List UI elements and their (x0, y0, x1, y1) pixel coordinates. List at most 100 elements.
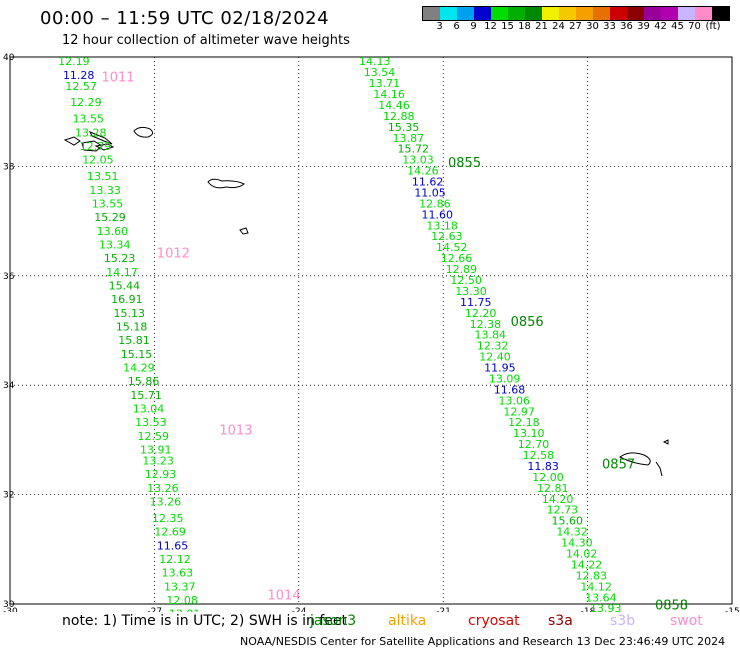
wave-height-label: 15.60 (552, 515, 584, 528)
wave-height-label: 13.51 (87, 170, 119, 183)
wave-height-label: 12.12 (159, 553, 191, 566)
wave-height-label: 12.63 (431, 230, 463, 243)
color-swatch (695, 7, 712, 20)
wave-height-label: 14.17 (106, 266, 137, 279)
island-outline (88, 131, 113, 145)
wave-height-label: 13.06 (499, 394, 531, 407)
wave-height-label: 15.18 (116, 321, 148, 334)
wave-height-label: 11.60 (422, 208, 454, 221)
wave-height-label: 12.35 (152, 512, 184, 525)
wave-height-label: 14.29 (123, 362, 155, 375)
wave-height-label: 12.83 (576, 569, 608, 582)
wave-height-label: 14.13 (359, 55, 391, 68)
color-scale-label: 27 (569, 21, 582, 32)
wave-height-label: 13.55 (73, 113, 105, 126)
wave-height-label: 15.35 (388, 121, 420, 134)
color-swatch (508, 7, 525, 20)
color-scale-label: 21 (535, 21, 548, 32)
wave-height-label: 13.04 (133, 403, 165, 416)
lon-tick-label: -18 (581, 607, 596, 612)
island-outline (662, 439, 669, 445)
wave-height-label: 15.72 (397, 143, 429, 156)
color-swatch (457, 7, 474, 20)
wave-height-label: 11.65 (157, 539, 189, 552)
lat-tick-label: 36 (3, 272, 15, 282)
color-swatch (627, 7, 644, 20)
color-swatch (661, 7, 678, 20)
wave-height-label: 14.46 (378, 99, 410, 112)
wave-height-label: 14.30 (561, 537, 593, 550)
wave-height-label: 13.03 (402, 154, 434, 167)
wave-height-label: 11.05 (414, 186, 446, 199)
wave-height-label: 12.58 (523, 449, 555, 462)
lon-tick-label: -27 (147, 607, 162, 612)
color-swatch (491, 7, 508, 20)
wave-height-label: 13.37 (164, 580, 196, 593)
wave-height-label: 12.70 (518, 438, 550, 451)
wave-height-label: 15.86 (128, 375, 160, 388)
pass-time-label: 0858 (655, 598, 688, 612)
color-scale-label: 9 (470, 21, 477, 32)
wave-height-label: 13.26 (150, 496, 182, 509)
wave-height-label: 12.50 (450, 274, 482, 287)
pass-time-label: 1012 (157, 247, 190, 262)
color-swatch (474, 7, 491, 20)
wave-height-label: 13.30 (455, 285, 487, 298)
lat-tick-label: 34 (3, 381, 15, 391)
wave-height-label: 13.63 (162, 567, 194, 580)
wave-height-label: 13.93 (590, 602, 622, 612)
wave-height-label: 12.32 (477, 340, 509, 353)
pass-time-label: 0855 (448, 156, 481, 171)
wave-height-label: 16.91 (111, 293, 143, 306)
lat-tick-label: 40 (3, 53, 15, 63)
color-scale-label: 15 (501, 21, 514, 32)
wave-height-label: 12.05 (82, 154, 114, 167)
satellite-legend-item: s3a (548, 613, 573, 629)
lon-tick-label: -15 (725, 607, 740, 612)
color-scale-label: 70 (688, 21, 701, 32)
color-swatch (559, 7, 576, 20)
map-subtitle: 12 hour collection of altimeter wave hei… (62, 33, 350, 48)
footer-credit: NOAA/NESDIS Center for Satellite Applica… (240, 635, 726, 648)
island-outline (619, 452, 651, 466)
wave-height-label: 12.40 (479, 351, 511, 364)
wave-height-label: 13.54 (364, 66, 396, 79)
wave-height-label: 12.00 (532, 471, 564, 484)
satellite-legend-item: altika (388, 613, 427, 629)
wave-height-label: 15.81 (118, 334, 150, 347)
wave-height-label: 14.20 (542, 493, 574, 506)
wave-height-label: 11.83 (527, 460, 559, 473)
wave-height-label: 11.62 (412, 176, 444, 189)
island-outline (94, 143, 115, 151)
map-frame (9, 56, 733, 605)
wave-height-label: 12.79 (80, 140, 112, 153)
color-scale-label: 6 (453, 21, 460, 32)
color-scale-label: 24 (552, 21, 565, 32)
color-swatch (712, 7, 729, 20)
color-swatch (525, 7, 542, 20)
color-scale-label: 18 (518, 21, 531, 32)
wave-height-label: 13.53 (135, 416, 167, 429)
wave-height-label: 15.13 (113, 307, 145, 320)
wave-height-label: 13.84 (474, 329, 506, 342)
wave-height-label: 12.29 (70, 96, 102, 109)
wave-height-label: 12.86 (419, 197, 451, 210)
wave-height-label: 12.81 (537, 482, 569, 495)
island-outline (207, 178, 245, 189)
wave-height-label: 13.18 (426, 219, 458, 232)
wave-height-label: 14.32 (556, 526, 588, 539)
wave-height-label: 12.66 (441, 252, 473, 265)
pass-time-label: 1011 (101, 71, 134, 86)
lon-tick-label: -21 (436, 607, 451, 612)
wave-height-label: 13.28 (75, 126, 107, 139)
wave-height-label: 14.22 (571, 558, 603, 571)
color-swatch (610, 7, 627, 20)
wave-height-label: 13.71 (369, 77, 401, 90)
satellite-legend-item: swot (670, 613, 703, 629)
wave-height-label: 13.01 (169, 608, 201, 612)
wave-height-label: 12.18 (508, 416, 540, 429)
color-swatch (440, 7, 457, 20)
pass-time-label: 1014 (268, 589, 301, 604)
wave-height-label: 12.73 (547, 504, 579, 517)
lat-tick-label: 30 (3, 600, 15, 610)
